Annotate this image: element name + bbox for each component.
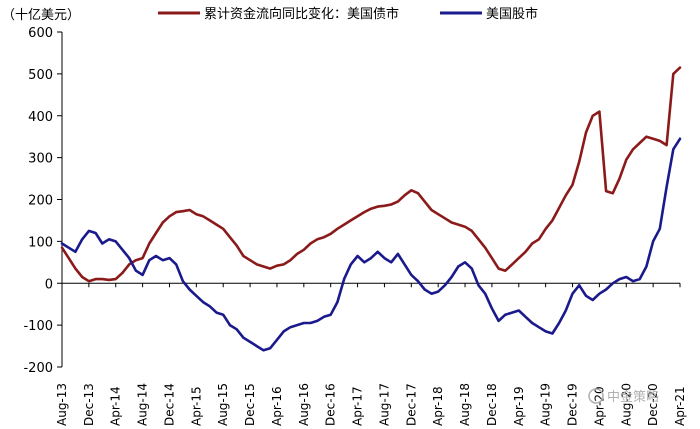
y-tick-label: 600 <box>28 26 53 41</box>
x-tick-label: Dec-13 <box>82 383 96 426</box>
y-tick-label: -200 <box>23 361 53 376</box>
watermark-text: 中金策略 <box>607 389 659 405</box>
x-tick-label: Dec-17 <box>404 383 418 426</box>
legend: 累计资金流向同比变化：美国债市 美国股市 <box>158 6 538 22</box>
y-tick-label: 300 <box>28 152 53 167</box>
x-tick-label: Aug-17 <box>377 383 391 426</box>
x-tick-label: Dec-14 <box>162 383 176 426</box>
x-tick-label: Dec-18 <box>485 383 499 426</box>
x-tick-label: Dec-19 <box>566 383 580 426</box>
series-line-bond <box>60 66 682 283</box>
y-tick-label: 400 <box>28 110 53 125</box>
x-tick-label: Aug-18 <box>458 383 472 426</box>
y-tick-label: 500 <box>28 68 53 83</box>
x-tick-label: Apr-14 <box>109 386 123 426</box>
x-tick-label: Aug-13 <box>55 383 69 426</box>
series-line-equity <box>60 137 682 352</box>
x-tick-label: Aug-15 <box>216 383 230 426</box>
x-tick-label: Aug-14 <box>136 383 150 426</box>
y-tick-label: -100 <box>23 319 53 334</box>
y-tick-label: 100 <box>28 235 53 250</box>
x-axis: Aug-13 Dec-13 Apr-14 Aug-14 Dec-14 Apr-15 Aug-… <box>55 282 687 426</box>
x-tick-label: Dec-20 <box>646 383 660 426</box>
y-tick-label: 0 <box>45 277 53 292</box>
x-tick-label: Apr-17 <box>351 386 365 426</box>
x-tick-label: Aug-20 <box>619 383 633 426</box>
x-tick-label: Apr-16 <box>270 386 284 426</box>
x-tick-label: Apr-19 <box>512 386 526 426</box>
x-tick-label: Aug-16 <box>297 383 311 426</box>
y-axis: -200 -100 0 100 200 300 400 500 600 <box>23 26 63 376</box>
legend-label-bond: 累计资金流向同比变化：美国债市 <box>204 6 399 22</box>
x-tick-label: Aug-19 <box>539 383 553 426</box>
x-tick-label: Apr-20 <box>592 386 606 426</box>
x-tick-label: Apr-18 <box>431 386 445 426</box>
unit-label: （十亿美元） <box>2 8 80 23</box>
x-tick-label: Apr-21 <box>673 386 687 426</box>
plot-area <box>60 66 682 352</box>
watermark-icon <box>588 388 604 404</box>
y-tick-label: 200 <box>28 194 53 209</box>
x-tick-label: Dec-15 <box>243 383 257 426</box>
legend-label-equity: 美国股市 <box>486 6 538 22</box>
x-tick-label: Apr-15 <box>189 386 203 426</box>
x-tick-label: Dec-16 <box>324 383 338 426</box>
watermark: 中金策略 <box>588 388 659 405</box>
